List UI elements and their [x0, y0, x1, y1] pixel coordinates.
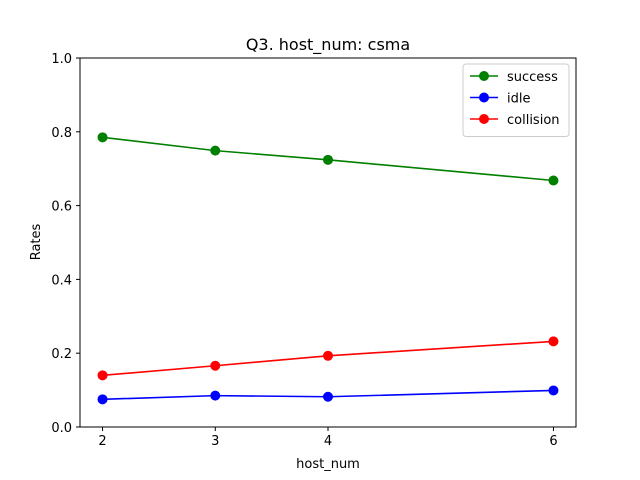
y-tick-label: 0.8 [51, 126, 72, 141]
legend-marker-success [479, 71, 489, 81]
data-point-success [97, 132, 108, 143]
data-point-idle [97, 394, 108, 405]
y-axis-label: Rates [29, 223, 44, 260]
data-point-idle [323, 391, 333, 402]
legend: success idle collision [462, 63, 570, 137]
data-point-idle [210, 390, 221, 401]
data-point-collision [210, 360, 221, 371]
y-tick-label: 0.0 [51, 421, 72, 436]
y-tick-label: 0.2 [51, 347, 72, 362]
x-tick-label: 2 [98, 434, 106, 449]
x-tick-label: 6 [549, 434, 557, 449]
plot-area: 2 3 4 6 0.0 0.2 0.4 0.6 0.8 1.0 [51, 52, 577, 449]
legend-label-success: success [507, 70, 558, 85]
data-point-collision [323, 350, 333, 361]
series-line-collision [102, 340, 554, 377]
y-tick-label: 1.0 [51, 52, 72, 67]
series-line-idle [102, 389, 554, 401]
legend-marker-collision [479, 114, 489, 124]
y-tick-label: 0.6 [51, 200, 72, 215]
legend-label-idle: idle [507, 92, 530, 107]
y-tick-label: 0.4 [51, 273, 72, 288]
series-line-success [102, 136, 554, 182]
x-tick-label: 3 [211, 434, 219, 449]
x-axis-label: host_num [296, 457, 360, 472]
data-point-collision [548, 336, 559, 347]
data-point-success [323, 154, 333, 165]
legend-label-collision: collision [507, 113, 560, 128]
chart-title: Q3. host_num: csma [246, 35, 410, 55]
data-point-success [548, 175, 559, 186]
data-point-idle [548, 385, 559, 396]
x-tick-label: 4 [324, 434, 332, 449]
legend-marker-idle [479, 92, 489, 103]
data-point-success [210, 145, 221, 156]
data-point-collision [97, 370, 108, 381]
